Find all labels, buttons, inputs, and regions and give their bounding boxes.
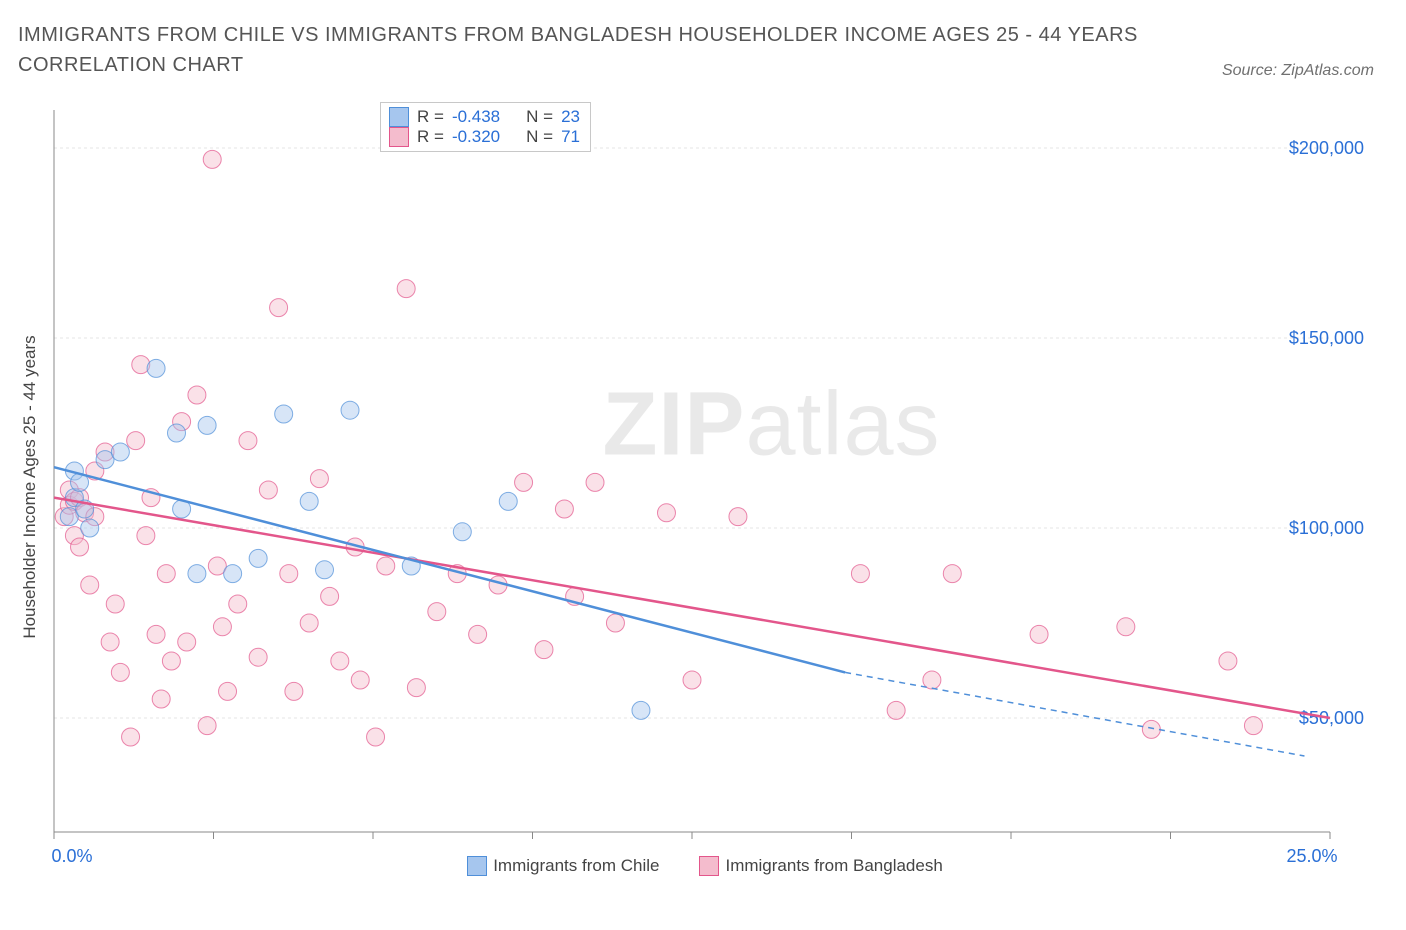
stats-row-bangladesh: R = -0.320 N = 71 (389, 127, 580, 147)
svg-text:$100,000: $100,000 (1289, 518, 1364, 538)
plot-area: Householder Income Ages 25 - 44 years $5… (40, 102, 1370, 872)
svg-text:$150,000: $150,000 (1289, 328, 1364, 348)
chart-title: IMMIGRANTS FROM CHILE VS IMMIGRANTS FROM… (18, 20, 1146, 80)
y-axis-label: Householder Income Ages 25 - 44 years (20, 335, 40, 638)
swatch-bangladesh-icon (389, 127, 409, 147)
swatch-bangladesh-icon (699, 856, 719, 876)
svg-text:$200,000: $200,000 (1289, 138, 1364, 158)
legend-item-bangladesh: Immigrants from Bangladesh (699, 856, 942, 876)
swatch-chile-icon (389, 107, 409, 127)
stats-legend: R = -0.438 N = 23 R = -0.320 N = 71 (380, 102, 591, 152)
legend-label: Immigrants from Chile (493, 856, 659, 876)
legend-item-chile: Immigrants from Chile (467, 856, 659, 876)
series-legend: Immigrants from Chile Immigrants from Ba… (40, 856, 1370, 876)
scatter-chart: $50,000$100,000$150,000$200,0000.0%25.0% (40, 102, 1370, 872)
source-attribution: Source: ZipAtlas.com (1222, 62, 1374, 80)
legend-label: Immigrants from Bangladesh (725, 856, 942, 876)
stats-row-chile: R = -0.438 N = 23 (389, 107, 580, 127)
svg-text:$50,000: $50,000 (1299, 708, 1364, 728)
swatch-chile-icon (467, 856, 487, 876)
